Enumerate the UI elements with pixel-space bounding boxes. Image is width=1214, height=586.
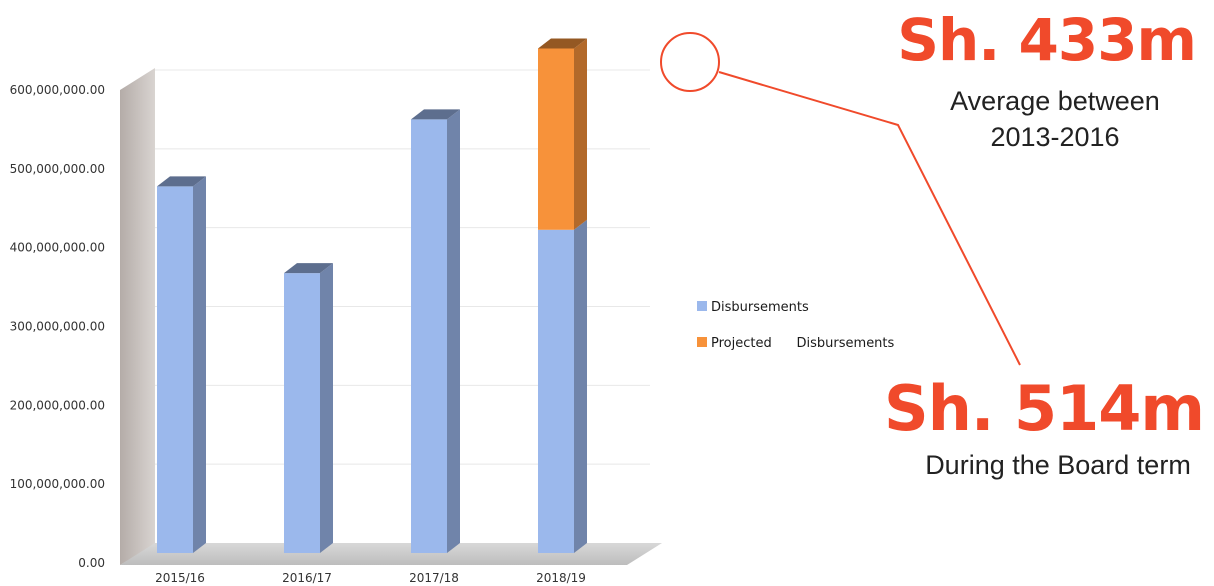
- legend-label: Projected Disbursements: [711, 336, 895, 351]
- bar-2018-19-projected: [538, 38, 587, 230]
- y-tick-label: 200,000,000.00: [10, 398, 105, 412]
- y-tick-label: 0.00: [78, 556, 105, 570]
- bar-2015-16-disbursements: [157, 176, 206, 554]
- x-tick-label: 2018/19: [536, 571, 586, 585]
- legend-swatch: [697, 337, 707, 347]
- stat-board-term-caption: During the Board term: [925, 450, 1191, 480]
- stat-average-caption-line1: Average between: [950, 86, 1160, 116]
- stat-average-caption-line2: 2013-2016: [990, 122, 1120, 152]
- annotation-connector: [660, 32, 1021, 366]
- bar-2018-19-disbursements: [538, 219, 587, 554]
- y-tick-label: 300,000,000.00: [10, 320, 105, 334]
- stat-board-term-value: Sh. 514m: [884, 372, 1205, 445]
- y-tick-label: 500,000,000.00: [10, 162, 105, 176]
- legend-label: Disbursements: [711, 300, 809, 315]
- x-tick-label: 2015/16: [155, 571, 205, 585]
- legend-swatch: [697, 301, 707, 311]
- chart-floor: [120, 543, 662, 565]
- x-tick-label: 2017/18: [409, 571, 459, 585]
- bar-2016-17-disbursements: [284, 263, 333, 553]
- y-tick-label: 400,000,000.00: [10, 241, 105, 255]
- bar-2017-18-disbursements: [411, 109, 460, 554]
- stat-average-value: Sh. 433m: [897, 6, 1197, 74]
- x-tick-label: 2016/17: [282, 571, 332, 585]
- chart-back-wall: [120, 68, 155, 565]
- y-tick-label: 600,000,000.00: [10, 83, 105, 97]
- y-tick-label: 100,000,000.00: [10, 477, 105, 491]
